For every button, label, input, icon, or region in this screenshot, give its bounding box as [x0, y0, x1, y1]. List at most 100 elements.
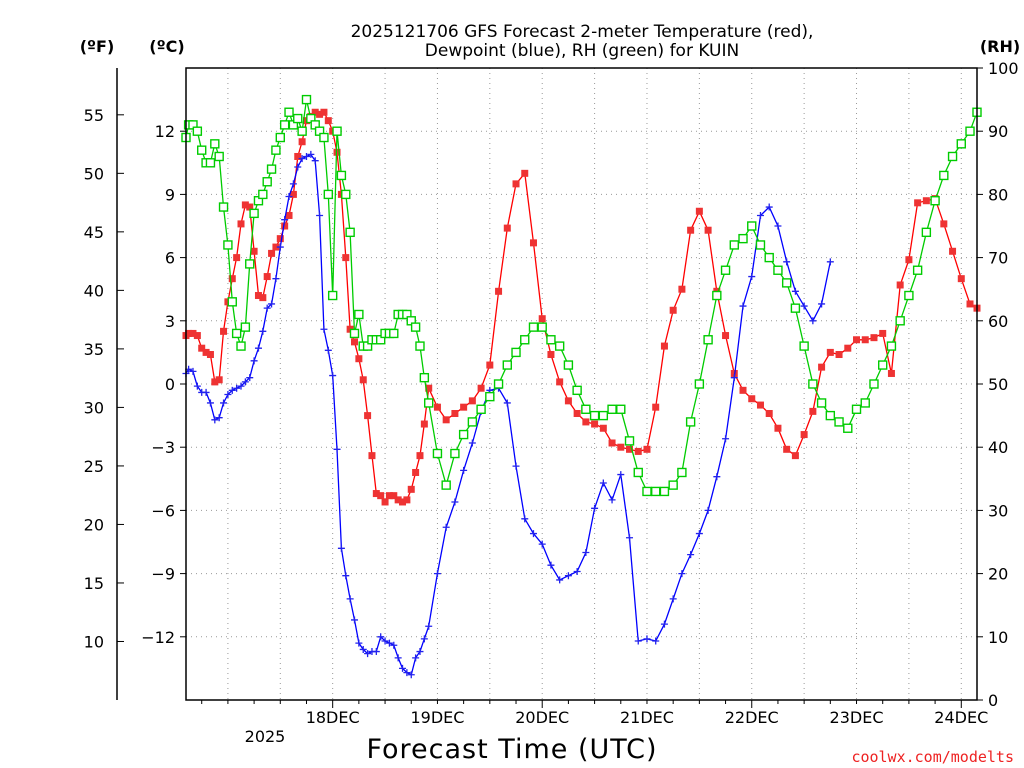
- temperature-data-point: [495, 287, 503, 295]
- celsius-tick-label: 6: [165, 249, 175, 268]
- dewpoint-data-point: [254, 344, 262, 352]
- x-tick-label: 22DEC: [725, 708, 779, 727]
- rh-data-point: [834, 417, 844, 427]
- rh-data-point: [528, 322, 539, 332]
- dewpoint-data-point: [678, 570, 686, 578]
- temperature-data-point: [957, 275, 965, 283]
- dewpoint-data-point: [241, 378, 249, 386]
- rh-data-point: [703, 335, 713, 345]
- dewpoint-data-point: [739, 302, 747, 310]
- dewpoint-data-point: [774, 222, 782, 230]
- temperature-data-point: [783, 445, 791, 453]
- dewpoint-data-point: [660, 620, 668, 628]
- temperature-data-point: [381, 498, 389, 506]
- temperature-data-point: [818, 363, 826, 371]
- dewpoint-data-point: [189, 367, 197, 375]
- temperature-data-point: [486, 361, 494, 369]
- temperature-data-point: [442, 416, 450, 424]
- rh-data-point: [345, 227, 355, 238]
- temperature-data-point: [591, 420, 599, 428]
- dewpoint-data-point: [233, 384, 241, 392]
- temperature-data-point: [359, 376, 367, 384]
- rh-data-point: [223, 240, 233, 250]
- rh-data-point: [598, 410, 609, 421]
- dewpoint-data-point: [385, 639, 393, 647]
- dewpoint-data-point: [416, 648, 424, 656]
- temperature-data-point: [451, 409, 459, 417]
- rh-data-point: [341, 189, 351, 200]
- dewpoint-data-point: [617, 471, 625, 479]
- temperature-data-point: [416, 452, 424, 460]
- fahrenheit-tick-label: 30: [84, 398, 104, 417]
- dewpoint-data-point: [250, 357, 258, 365]
- temperature-data-point: [608, 439, 616, 447]
- rh-data-point: [790, 303, 801, 313]
- temperature-data-point: [861, 336, 869, 344]
- rh-data-point: [616, 404, 626, 414]
- dewpoint-data-point: [512, 462, 520, 470]
- rh-data-point: [415, 341, 425, 351]
- dewpoint-data-point: [215, 414, 223, 422]
- rh-data-point: [738, 233, 748, 244]
- temperature-data-point: [460, 403, 468, 411]
- dewpoint-data-point: [311, 157, 319, 165]
- temperature-data-point: [316, 110, 324, 118]
- rh-data-point: [458, 429, 469, 440]
- dewpoint-data-point: [302, 152, 310, 160]
- dewpoint-data-point: [351, 616, 359, 624]
- temperature-data-point: [351, 338, 359, 346]
- temperature-data-point: [202, 348, 210, 356]
- dewpoint-data-point: [202, 388, 210, 396]
- rh-data-point: [197, 145, 207, 155]
- temperature-data-point: [385, 492, 393, 500]
- temperature-data-point: [468, 397, 476, 405]
- dewpoint-data-point: [687, 551, 695, 559]
- temperature-data-point: [617, 443, 625, 451]
- temperature-data-point: [198, 344, 206, 352]
- temperature-data-point: [756, 401, 764, 409]
- rh-data-point: [502, 360, 512, 370]
- axis-labels: 18DEC 19DEC 20DEC 21DEC 22DEC 23DEC 24DEC 12 9 6 3…: [84, 59, 1019, 727]
- dewpoint-data-point: [259, 327, 267, 335]
- x-tick-label: 24DEC: [934, 708, 988, 727]
- rh-data-point: [720, 265, 731, 275]
- fahrenheit-tick-label: 25: [84, 457, 104, 476]
- fahrenheit-tick-label: 20: [84, 515, 104, 534]
- rh-data-point: [808, 379, 818, 389]
- rh-data-point: [319, 132, 329, 143]
- rh-data-point: [293, 113, 303, 124]
- dewpoint-data-point: [748, 273, 756, 281]
- temperature-data-point: [477, 384, 485, 392]
- fahrenheit-tick-label: 45: [84, 223, 104, 242]
- rh-data-point: [781, 278, 792, 288]
- rh-data-point: [816, 398, 827, 408]
- dewpoint-data-point: [564, 572, 572, 580]
- rh-data-point: [410, 322, 421, 332]
- rh-data-point: [764, 252, 774, 263]
- rh-data-point: [624, 436, 635, 446]
- temperature-data-point: [660, 342, 668, 350]
- dewpoint-data-point: [713, 473, 721, 481]
- rh-data-point: [965, 126, 975, 136]
- rh-data-point: [432, 448, 443, 459]
- dewpoint-data-point: [591, 504, 599, 512]
- rh-data-point: [419, 372, 430, 383]
- dewpoint-data-point: [556, 576, 564, 584]
- fahrenheit-tick-label: 35: [84, 340, 104, 359]
- rh-data-point: [271, 145, 281, 155]
- temperature-data-point: [250, 247, 258, 255]
- rh-data-point: [323, 189, 334, 200]
- dewpoint-data-point: [412, 654, 420, 662]
- temperature-data-point: [185, 329, 193, 337]
- dewpoint-data-point: [407, 671, 415, 679]
- temperature-data-point: [564, 397, 572, 405]
- chart-title-line1: 2025121706 GFS Forecast 2-meter Temperat…: [351, 22, 814, 42]
- temperature-data-point: [547, 351, 555, 359]
- temperature-data-point: [211, 378, 219, 386]
- dewpoint-data-point: [220, 399, 228, 407]
- temperature-data-point: [407, 485, 415, 493]
- rh-data-point: [227, 297, 237, 307]
- temperature-data-point: [695, 207, 703, 215]
- rh-data-point: [607, 404, 617, 414]
- temperature-data-point: [355, 355, 363, 363]
